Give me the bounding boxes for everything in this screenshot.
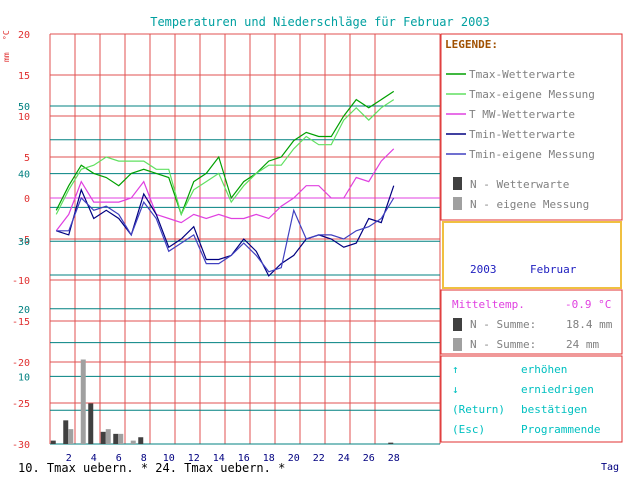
temp-unit-label: °C bbox=[2, 30, 11, 40]
temp-tick-label: 0 bbox=[24, 194, 30, 205]
x-tick-label: 26 bbox=[363, 453, 375, 464]
precip-bar bbox=[68, 429, 74, 444]
x-tick-label: 14 bbox=[213, 453, 225, 464]
x-tick-label: 18 bbox=[263, 453, 275, 464]
x-tick-label: 20 bbox=[288, 453, 300, 464]
temp-tick-label: 20 bbox=[18, 30, 30, 41]
temp-tick-label: -20 bbox=[12, 358, 30, 369]
legend-swatch bbox=[453, 177, 462, 190]
period-year: 2003 bbox=[470, 263, 497, 276]
precip-bar bbox=[50, 440, 56, 444]
precip-bar bbox=[80, 359, 86, 444]
legend-label: N - eigene Messung bbox=[470, 198, 589, 211]
legend-swatch bbox=[453, 197, 462, 210]
x-tick-label: 16 bbox=[238, 453, 250, 464]
x-tick-label: 28 bbox=[388, 453, 400, 464]
sum2-swatch bbox=[453, 338, 462, 351]
control-label: erhöhen bbox=[521, 363, 567, 376]
sum1-label: N - Summe: bbox=[470, 318, 536, 331]
legend-label: Tmin-eigene Messung bbox=[469, 148, 595, 161]
x-axis-labels: 2 4 6 8 10 12 14 16 18 20 22 24 26 28 bbox=[66, 453, 400, 464]
control-key: ↑ bbox=[452, 363, 459, 376]
precip-bar bbox=[118, 433, 124, 444]
precip-tick-label: 50 bbox=[18, 102, 30, 113]
series-line bbox=[56, 196, 395, 273]
legend: Tmax-Wetterwarte Tmax-eigene Messung T MW-… bbox=[446, 68, 595, 211]
x-tick-label: 12 bbox=[188, 453, 200, 464]
x-tick-label: 2 bbox=[66, 453, 72, 464]
x-tick-label: 10 bbox=[163, 453, 175, 464]
legend-panel bbox=[440, 33, 623, 221]
controls-panel bbox=[440, 355, 623, 443]
series-line bbox=[55, 148, 395, 232]
precip-bar bbox=[388, 442, 394, 444]
temperature-lines bbox=[55, 90, 395, 277]
x-axis-label: Tag bbox=[601, 462, 619, 473]
precip-bar bbox=[88, 403, 94, 444]
x-tick-label: 4 bbox=[91, 453, 97, 464]
control-key: (Return) bbox=[452, 403, 505, 416]
legend-label: Tmin-Wetterwarte bbox=[469, 128, 575, 141]
temp-tick-label: -10 bbox=[12, 276, 30, 287]
temp-tick-label: 5 bbox=[24, 153, 30, 164]
control-key: (Esc) bbox=[452, 423, 485, 436]
precip-bar bbox=[63, 420, 69, 444]
mean-temp-value: -0.9 °C bbox=[565, 298, 611, 311]
series-line bbox=[56, 185, 395, 277]
precip-tick-label: 40 bbox=[18, 170, 30, 181]
temp-tick-label: -5 bbox=[18, 235, 30, 246]
summary-panel bbox=[440, 289, 623, 355]
precip-tick-label: 30 bbox=[18, 237, 30, 248]
x-tick-label: 24 bbox=[338, 453, 350, 464]
sum1-value: 18.4 mm bbox=[566, 318, 613, 331]
legend-label: T MW-Wetterwarte bbox=[469, 108, 575, 121]
temp-tick-label: -25 bbox=[12, 399, 30, 410]
sum2-label: N - Summe: bbox=[470, 338, 536, 351]
control-key: ↓ bbox=[452, 383, 459, 396]
legend-label: Tmax-Wetterwarte bbox=[469, 68, 575, 81]
precip-unit-label: mm bbox=[2, 52, 11, 62]
control-label: erniedrigen bbox=[521, 383, 594, 396]
legend-label: Tmax-eigene Messung bbox=[469, 88, 595, 101]
precip-tick-label: 20 bbox=[18, 305, 30, 316]
period-panel bbox=[442, 221, 622, 289]
mean-temp-label: Mitteltemp. bbox=[452, 298, 525, 311]
temp-tick-label: -30 bbox=[12, 440, 30, 451]
period-month: Februar bbox=[530, 263, 577, 276]
precip-bar bbox=[100, 431, 106, 444]
precipitation-bars bbox=[50, 359, 394, 444]
sum2-value: 24 mm bbox=[566, 338, 599, 351]
grid bbox=[49, 33, 441, 445]
control-label: bestätigen bbox=[521, 403, 587, 416]
legend-title: LEGENDE: bbox=[445, 38, 498, 51]
series-line bbox=[55, 99, 395, 217]
temp-tick-label: 10 bbox=[18, 112, 30, 123]
x-tick-label: 6 bbox=[116, 453, 122, 464]
temp-tick-label: 15 bbox=[18, 71, 30, 82]
precip-bar bbox=[130, 440, 136, 444]
precip-bar bbox=[138, 437, 144, 444]
control-label: Programmende bbox=[521, 423, 600, 436]
status-line: 10. Tmax uebern. * 24. Tmax uebern. * bbox=[18, 461, 285, 475]
precip-tick-label: 10 bbox=[18, 372, 30, 383]
series-line bbox=[55, 90, 395, 217]
keyboard-controls: ↑ erhöhen ↓ erniedrigen (Return) bestätigen (E… bbox=[452, 363, 600, 436]
x-tick-label: 22 bbox=[313, 453, 325, 464]
legend-label: N - Wetterwarte bbox=[470, 178, 569, 191]
precip-bar bbox=[113, 433, 119, 444]
temp-tick-label: -15 bbox=[12, 317, 30, 328]
chart-title: Temperaturen und Niederschläge für Febru… bbox=[150, 15, 490, 29]
precip-bar bbox=[105, 429, 111, 444]
x-tick-label: 8 bbox=[141, 453, 147, 464]
sum1-swatch bbox=[453, 318, 462, 331]
